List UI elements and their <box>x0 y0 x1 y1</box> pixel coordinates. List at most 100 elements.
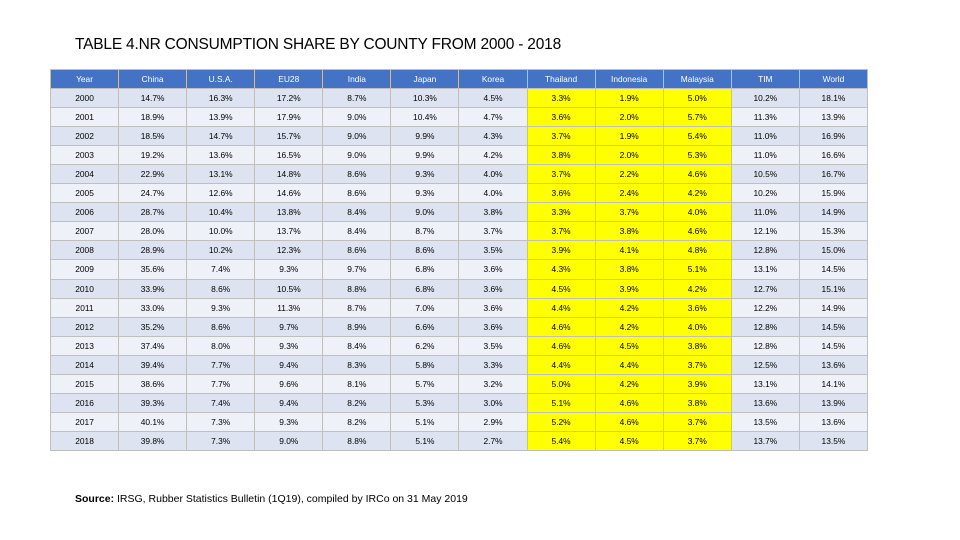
value-cell: 9.7% <box>254 316 324 337</box>
value-cell: 4.6% <box>662 164 732 185</box>
value-cell: 3.6% <box>526 107 596 128</box>
value-cell: 14.9% <box>798 202 869 223</box>
source-text: IRSG, Rubber Statistics Bulletin (1Q19),… <box>114 493 468 505</box>
year-cell: 2004 <box>49 164 120 185</box>
value-cell: 4.8% <box>662 240 732 261</box>
value-cell: 6.2% <box>390 335 460 356</box>
table-row: 2003 19.2% 13.6% 16.5% 9.0% 9.9% 4.2% 3.8% 2.0% 5… <box>49 145 869 166</box>
table-row: 2017 40.1% 7.3% 9.3% 8.2% 5.1% 2.9% 5.2% 4.6% 3.7… <box>49 411 869 432</box>
value-cell: 39.3% <box>118 392 188 413</box>
value-cell: 33.9% <box>118 278 188 299</box>
value-cell: 18.5% <box>118 126 188 147</box>
value-cell: 7.7% <box>186 354 256 375</box>
value-cell: 4.2% <box>594 316 664 337</box>
value-cell: 3.8% <box>662 392 732 413</box>
value-cell: 7.0% <box>390 297 460 318</box>
value-cell: 5.2% <box>526 411 596 432</box>
value-cell: 4.5% <box>526 278 596 299</box>
table-row: 2005 24.7% 12.6% 14.6% 8.6% 9.3% 4.0% 3.6% 2.4% 4… <box>49 183 869 204</box>
value-cell: 8.6% <box>186 278 256 299</box>
value-cell: 4.6% <box>594 411 664 432</box>
value-cell: 3.9% <box>526 240 596 261</box>
value-cell: 6.6% <box>390 316 460 337</box>
value-cell: 3.8% <box>594 221 664 242</box>
value-cell: 4.4% <box>526 354 596 375</box>
value-cell: 9.4% <box>254 354 324 375</box>
value-cell: 13.1% <box>730 373 800 394</box>
value-cell: 8.4% <box>322 221 392 242</box>
value-cell: 2.0% <box>594 107 664 128</box>
value-cell: 12.8% <box>730 335 800 356</box>
value-cell: 3.7% <box>662 354 732 375</box>
value-cell: 4.2% <box>458 145 528 166</box>
table-row: 2010 33.9% 8.6% 10.5% 8.8% 6.8% 3.6% 4.5% 3.9% 4.… <box>49 278 869 299</box>
value-cell: 1.9% <box>594 88 664 109</box>
value-cell: 18.1% <box>798 88 869 109</box>
value-cell: 5.1% <box>662 259 732 280</box>
value-cell: 3.6% <box>458 278 528 299</box>
value-cell: 3.6% <box>458 297 528 318</box>
value-cell: 3.6% <box>458 259 528 280</box>
value-cell: 12.8% <box>730 316 800 337</box>
value-cell: 15.0% <box>798 240 869 261</box>
value-cell: 8.7% <box>322 88 392 109</box>
value-cell: 10.5% <box>730 164 800 185</box>
value-cell: 8.6% <box>390 240 460 261</box>
value-cell: 38.6% <box>118 373 188 394</box>
value-cell: 5.4% <box>662 126 732 147</box>
value-cell: 15.9% <box>798 183 869 204</box>
value-cell: 8.0% <box>186 335 256 356</box>
value-cell: 12.1% <box>730 221 800 242</box>
value-cell: 10.4% <box>186 202 256 223</box>
value-cell: 9.3% <box>390 164 460 185</box>
value-cell: 13.9% <box>186 107 256 128</box>
column-header-india: India <box>322 68 392 90</box>
value-cell: 9.7% <box>322 259 392 280</box>
value-cell: 5.0% <box>662 88 732 109</box>
value-cell: 13.5% <box>798 430 869 451</box>
value-cell: 5.8% <box>390 354 460 375</box>
value-cell: 33.0% <box>118 297 188 318</box>
value-cell: 8.4% <box>322 202 392 223</box>
value-cell: 9.4% <box>254 392 324 413</box>
value-cell: 11.0% <box>730 202 800 223</box>
value-cell: 5.3% <box>390 392 460 413</box>
value-cell: 3.6% <box>526 183 596 204</box>
value-cell: 3.8% <box>662 335 732 356</box>
value-cell: 3.3% <box>458 354 528 375</box>
value-cell: 4.2% <box>594 373 664 394</box>
year-cell: 2003 <box>49 145 120 166</box>
value-cell: 19.2% <box>118 145 188 166</box>
value-cell: 22.9% <box>118 164 188 185</box>
value-cell: 4.6% <box>526 335 596 356</box>
value-cell: 13.6% <box>186 145 256 166</box>
year-cell: 2016 <box>49 392 120 413</box>
value-cell: 10.4% <box>390 107 460 128</box>
value-cell: 28.7% <box>118 202 188 223</box>
value-cell: 7.4% <box>186 259 256 280</box>
value-cell: 5.1% <box>390 411 460 432</box>
table-row: 2001 18.9% 13.9% 17.9% 9.0% 10.4% 4.7% 3.6% 2.0%… <box>49 107 869 128</box>
value-cell: 3.7% <box>526 221 596 242</box>
value-cell: 10.2% <box>730 183 800 204</box>
value-cell: 8.7% <box>390 221 460 242</box>
value-cell: 17.9% <box>254 107 324 128</box>
page-title: TABLE 4.NR CONSUMPTION SHARE BY COUNTY F… <box>75 36 561 53</box>
value-cell: 16.6% <box>798 145 869 166</box>
value-cell: 7.3% <box>186 430 256 451</box>
source-label: Source: <box>75 493 115 505</box>
value-cell: 35.6% <box>118 259 188 280</box>
year-cell: 2000 <box>49 88 120 109</box>
value-cell: 3.8% <box>594 259 664 280</box>
value-cell: 9.0% <box>322 145 392 166</box>
value-cell: 14.8% <box>254 164 324 185</box>
column-header-tim: TIM <box>730 68 800 90</box>
value-cell: 12.2% <box>730 297 800 318</box>
year-cell: 2007 <box>49 221 120 242</box>
value-cell: 4.0% <box>458 164 528 185</box>
table-row: 2012 35.2% 8.6% 9.7% 8.9% 6.6% 3.6% 4.6% 4.2% 4.0… <box>49 316 869 337</box>
value-cell: 3.7% <box>662 411 732 432</box>
year-cell: 2018 <box>49 430 120 451</box>
value-cell: 15.3% <box>798 221 869 242</box>
consumption-share-table: Year China U.S.A. EU28 India Japan Korea Thaila… <box>49 68 869 451</box>
